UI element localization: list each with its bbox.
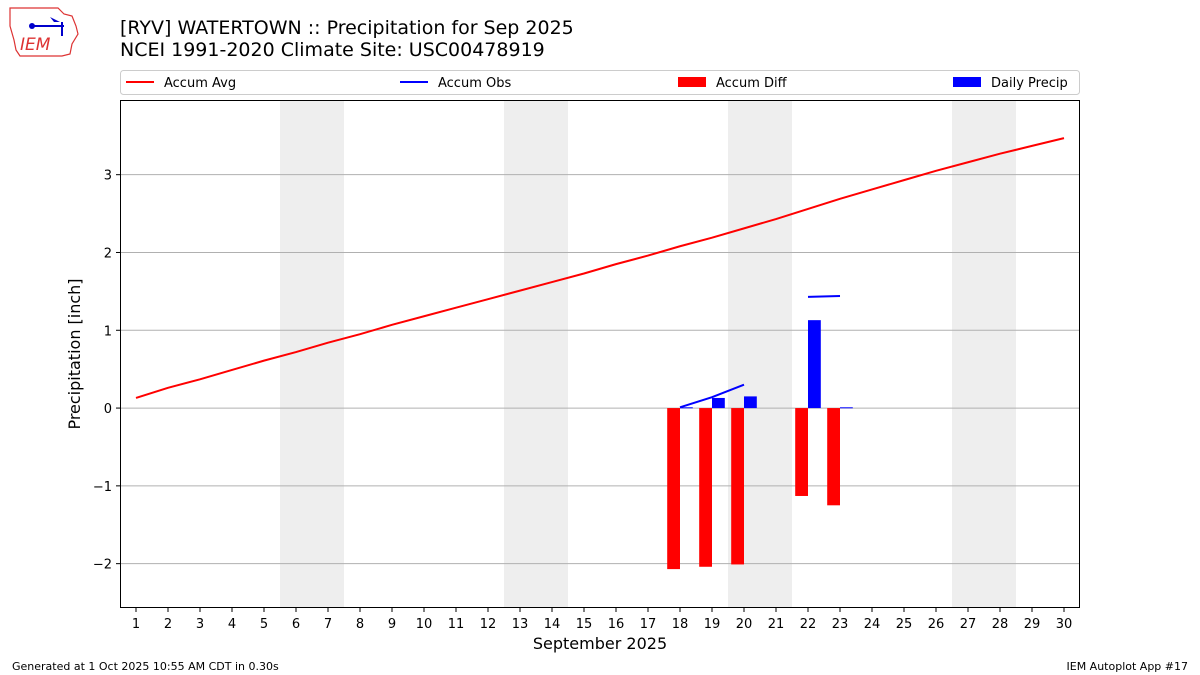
- title-line-1: [RYV] WATERTOWN :: Precipitation for Sep…: [120, 17, 574, 39]
- y-tick-label: 2: [104, 246, 112, 261]
- x-tick-label: 16: [608, 617, 625, 632]
- x-tick-label: 4: [228, 617, 236, 632]
- plot-frame: [120, 100, 1080, 608]
- legend-label: Accum Obs: [438, 76, 511, 91]
- x-tick-label: 17: [640, 617, 657, 632]
- x-tick-label: 12: [480, 617, 497, 632]
- accum-obs-line: [807, 295, 841, 298]
- title-line-2: NCEI 1991-2020 Climate Site: USC00478919: [120, 39, 545, 61]
- y-tick-label: −1: [93, 480, 112, 495]
- x-tick-label: 7: [324, 617, 332, 632]
- x-tick-label: 13: [512, 617, 529, 632]
- x-tick-label: 8: [356, 617, 364, 632]
- legend-label: Accum Diff: [716, 76, 788, 91]
- x-tick-label: 25: [896, 617, 913, 632]
- x-tick-label: 10: [416, 617, 433, 632]
- x-axis-label: September 2025: [533, 634, 667, 653]
- legend-label: Accum Avg: [164, 76, 236, 91]
- x-tick-label: 18: [672, 617, 689, 632]
- x-tick-label: 24: [864, 617, 881, 632]
- legend-bar-swatch: [678, 77, 706, 87]
- iem-logo: IEM: [6, 4, 82, 64]
- x-tick-label: 30: [1056, 617, 1073, 632]
- x-tick-label: 14: [544, 617, 561, 632]
- weekend-band: [504, 100, 568, 608]
- y-tick-label: 0: [104, 402, 112, 417]
- daily-precip-bar: [744, 396, 757, 409]
- x-tick-label: 20: [736, 617, 753, 632]
- legend-label: Daily Precip: [991, 76, 1068, 91]
- accum-avg-line: [135, 137, 1065, 399]
- x-tick-label: 3: [196, 617, 204, 632]
- daily-precip-bar: [680, 407, 693, 409]
- daily-precip-bar: [712, 397, 725, 409]
- legend: Accum Avg Accum Obs Accum Diff Daily Precip: [120, 70, 1080, 95]
- chart-title: [RYV] WATERTOWN :: Precipitation for Sep…: [120, 17, 574, 61]
- accum-diff-bar: [699, 408, 712, 567]
- x-tick-label: 2: [164, 617, 172, 632]
- logo-text: IEM: [20, 35, 51, 55]
- accum-diff-bar: [827, 408, 840, 506]
- x-tick-label: 28: [992, 617, 1009, 632]
- x-tick-label: 22: [800, 617, 817, 632]
- legend-bar-swatch: [953, 77, 981, 87]
- y-tick-label: 3: [104, 169, 112, 184]
- x-tick-label: 5: [260, 617, 268, 632]
- x-tick-label: 26: [928, 617, 945, 632]
- accum-obs-line: [679, 383, 745, 409]
- y-tick-label: −2: [93, 558, 112, 573]
- x-tick-label: 11: [448, 617, 465, 632]
- x-tick-label: 21: [768, 617, 785, 632]
- daily-precip-bar: [840, 407, 853, 409]
- x-tick-label: 1: [132, 617, 140, 632]
- accum-diff-bar: [667, 408, 680, 570]
- x-tick-label: 6: [292, 617, 300, 632]
- daily-precip-bar: [808, 320, 821, 409]
- generated-timestamp: Generated at 1 Oct 2025 10:55 AM CDT in …: [12, 660, 279, 673]
- x-tick-label: 29: [1024, 617, 1041, 632]
- accum-diff-bar: [731, 408, 744, 565]
- y-tick-label: 1: [104, 324, 112, 339]
- y-axis-label: Precipitation [inch]: [65, 278, 84, 429]
- weekend-band: [952, 100, 1016, 608]
- x-tick-label: 9: [388, 617, 396, 632]
- x-tick-label: 15: [576, 617, 593, 632]
- x-tick-label: 19: [704, 617, 721, 632]
- x-tick-label: 27: [960, 617, 977, 632]
- x-tick-label: 23: [832, 617, 849, 632]
- app-label: IEM Autoplot App #17: [1066, 660, 1189, 673]
- accum-diff-bar: [795, 408, 808, 496]
